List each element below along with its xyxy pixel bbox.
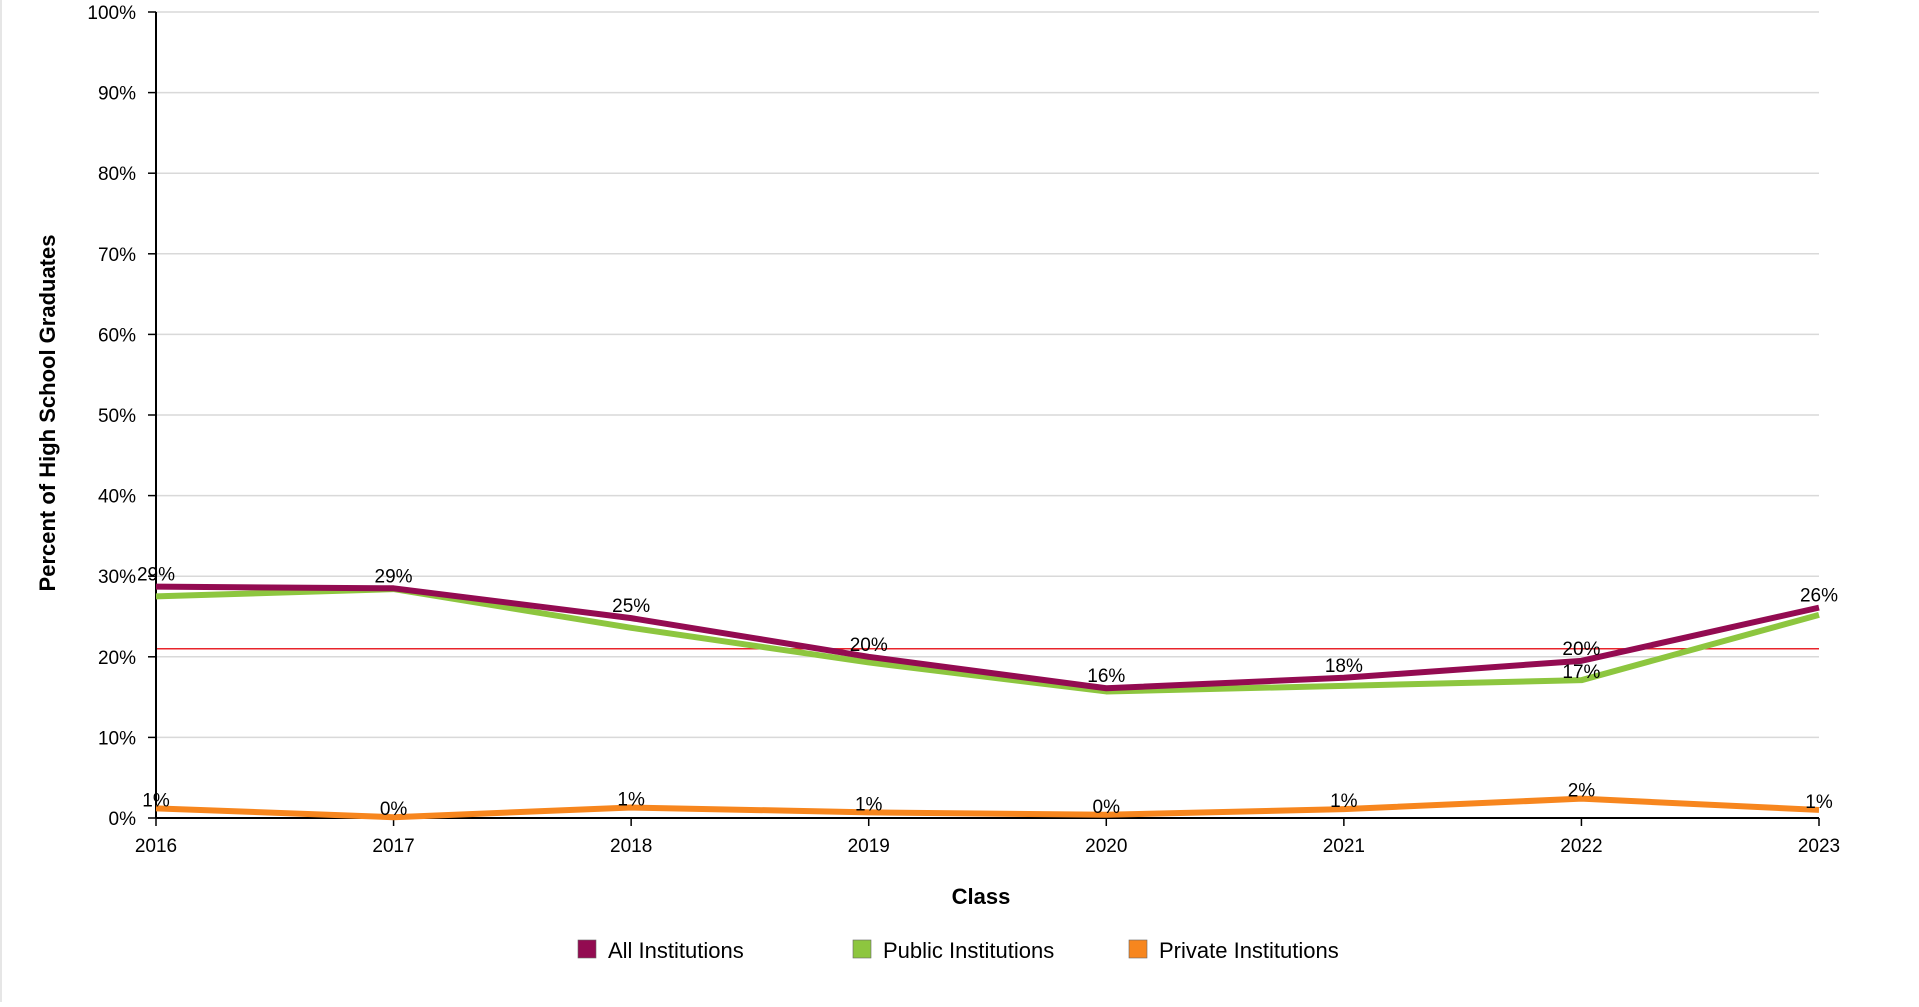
x-axis-ticks: 2016 2017 2018 2019 2020 2021 2022 2023 <box>135 818 1840 857</box>
series-line-private-institutions <box>155 795 1820 821</box>
data-label: 20% <box>850 635 888 656</box>
data-label: 0% <box>1093 797 1121 818</box>
data-label: 18% <box>1325 656 1363 677</box>
legend-swatch <box>577 939 597 959</box>
data-label: 2% <box>1568 781 1596 802</box>
y-tick-label: 30% <box>98 567 136 588</box>
data-label: 16% <box>1087 666 1125 687</box>
data-label: 1% <box>855 794 883 815</box>
x-tick-label: 2021 <box>1323 836 1365 857</box>
x-tick-label: 2023 <box>1798 836 1840 857</box>
y-tick-label: 10% <box>98 728 136 749</box>
data-label: 1% <box>1805 792 1833 813</box>
legend-swatch <box>1128 939 1148 959</box>
x-tick-label: 2020 <box>1085 836 1127 857</box>
data-label: 1% <box>1330 791 1358 812</box>
series-line-all-institutions <box>155 583 1820 692</box>
legend-label: All Institutions <box>608 938 744 963</box>
x-tick-label: 2018 <box>610 836 652 857</box>
x-tick-label: 2016 <box>135 836 177 857</box>
x-tick-label: 2022 <box>1560 836 1602 857</box>
data-label: 20% <box>1562 639 1600 660</box>
y-tick-label: 40% <box>98 487 136 508</box>
series-lines <box>155 583 1820 821</box>
y-tick-label: 80% <box>98 164 136 185</box>
y-tick-label: 20% <box>98 648 136 669</box>
y-tick-label: 50% <box>98 406 136 427</box>
data-label: 17% <box>1562 662 1600 683</box>
legend-swatch <box>852 939 872 959</box>
data-label: 29% <box>137 565 175 586</box>
data-label: 1% <box>617 790 645 811</box>
y-axis-title: Percent of High School Graduates <box>35 235 60 592</box>
y-axis-ticks: 0% 10% 20% 30% 40% 50% 60% 70% 80% 90% 100% <box>87 3 156 830</box>
x-tick-label: 2019 <box>848 836 890 857</box>
legend-label: Public Institutions <box>883 938 1054 963</box>
data-label: 26% <box>1800 586 1838 607</box>
legend: All Institutions Public Institutions Priva… <box>577 938 1339 963</box>
data-label: 1% <box>142 790 170 811</box>
data-label: 29% <box>375 566 413 587</box>
data-label: 0% <box>380 799 408 820</box>
x-tick-label: 2017 <box>372 836 414 857</box>
y-tick-label: 0% <box>109 809 137 830</box>
data-labels: 29% 29% 25% 20% 16% 18% 20% 26% 17% 1% 0% 1% 1% 0% 1% 2… <box>137 565 1838 821</box>
y-tick-label: 90% <box>98 84 136 105</box>
x-axis-title: Class <box>952 884 1011 909</box>
legend-label: Private Institutions <box>1159 938 1339 963</box>
frame-border <box>0 0 2 1002</box>
y-tick-label: 70% <box>98 245 136 266</box>
gridlines <box>156 11 1819 739</box>
y-tick-label: 60% <box>98 325 136 346</box>
y-tick-label: 100% <box>87 3 136 24</box>
data-label: 25% <box>612 596 650 617</box>
